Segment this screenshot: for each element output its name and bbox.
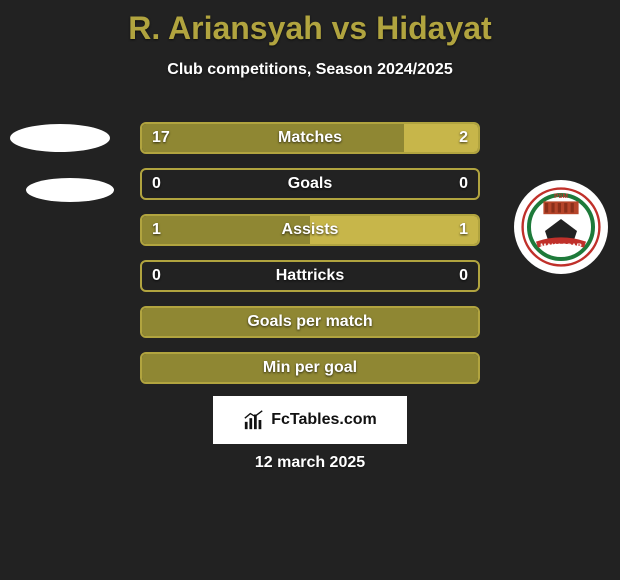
stat-bar: Min per goal <box>140 352 480 384</box>
date-label: 12 march 2025 <box>0 454 620 472</box>
player-left-avatar-shape <box>10 124 110 152</box>
site-logo: FcTables.com <box>213 396 407 444</box>
svg-text:PSM: PSM <box>554 193 568 200</box>
bar-label: Goals per match <box>142 313 478 331</box>
bar-label: Min per goal <box>142 359 478 377</box>
stat-bar: Goals per match <box>140 306 480 338</box>
club-badge-icon: MAKASSAR PSM <box>521 187 601 267</box>
stat-bar: 172Matches <box>140 122 480 154</box>
bar-label: Hattricks <box>142 267 478 285</box>
svg-text:MAKASSAR: MAKASSAR <box>540 242 582 251</box>
bar-label: Goals <box>142 175 478 193</box>
chart-icon <box>243 409 265 431</box>
page-title: R. Ariansyah vs Hidayat <box>0 0 620 47</box>
comparison-bars: 172Matches 00Goals 11Assists 00Hattricks Goa… <box>140 122 480 398</box>
player-right-badge: MAKASSAR PSM <box>514 180 608 274</box>
site-logo-text: FcTables.com <box>271 411 377 429</box>
bar-label: Assists <box>142 221 478 239</box>
player-left-avatar-shape <box>26 178 114 202</box>
stat-bar: 11Assists <box>140 214 480 246</box>
bar-label: Matches <box>142 129 478 147</box>
stat-bar: 00Goals <box>140 168 480 200</box>
stat-bar: 00Hattricks <box>140 260 480 292</box>
page-subtitle: Club competitions, Season 2024/2025 <box>0 61 620 79</box>
